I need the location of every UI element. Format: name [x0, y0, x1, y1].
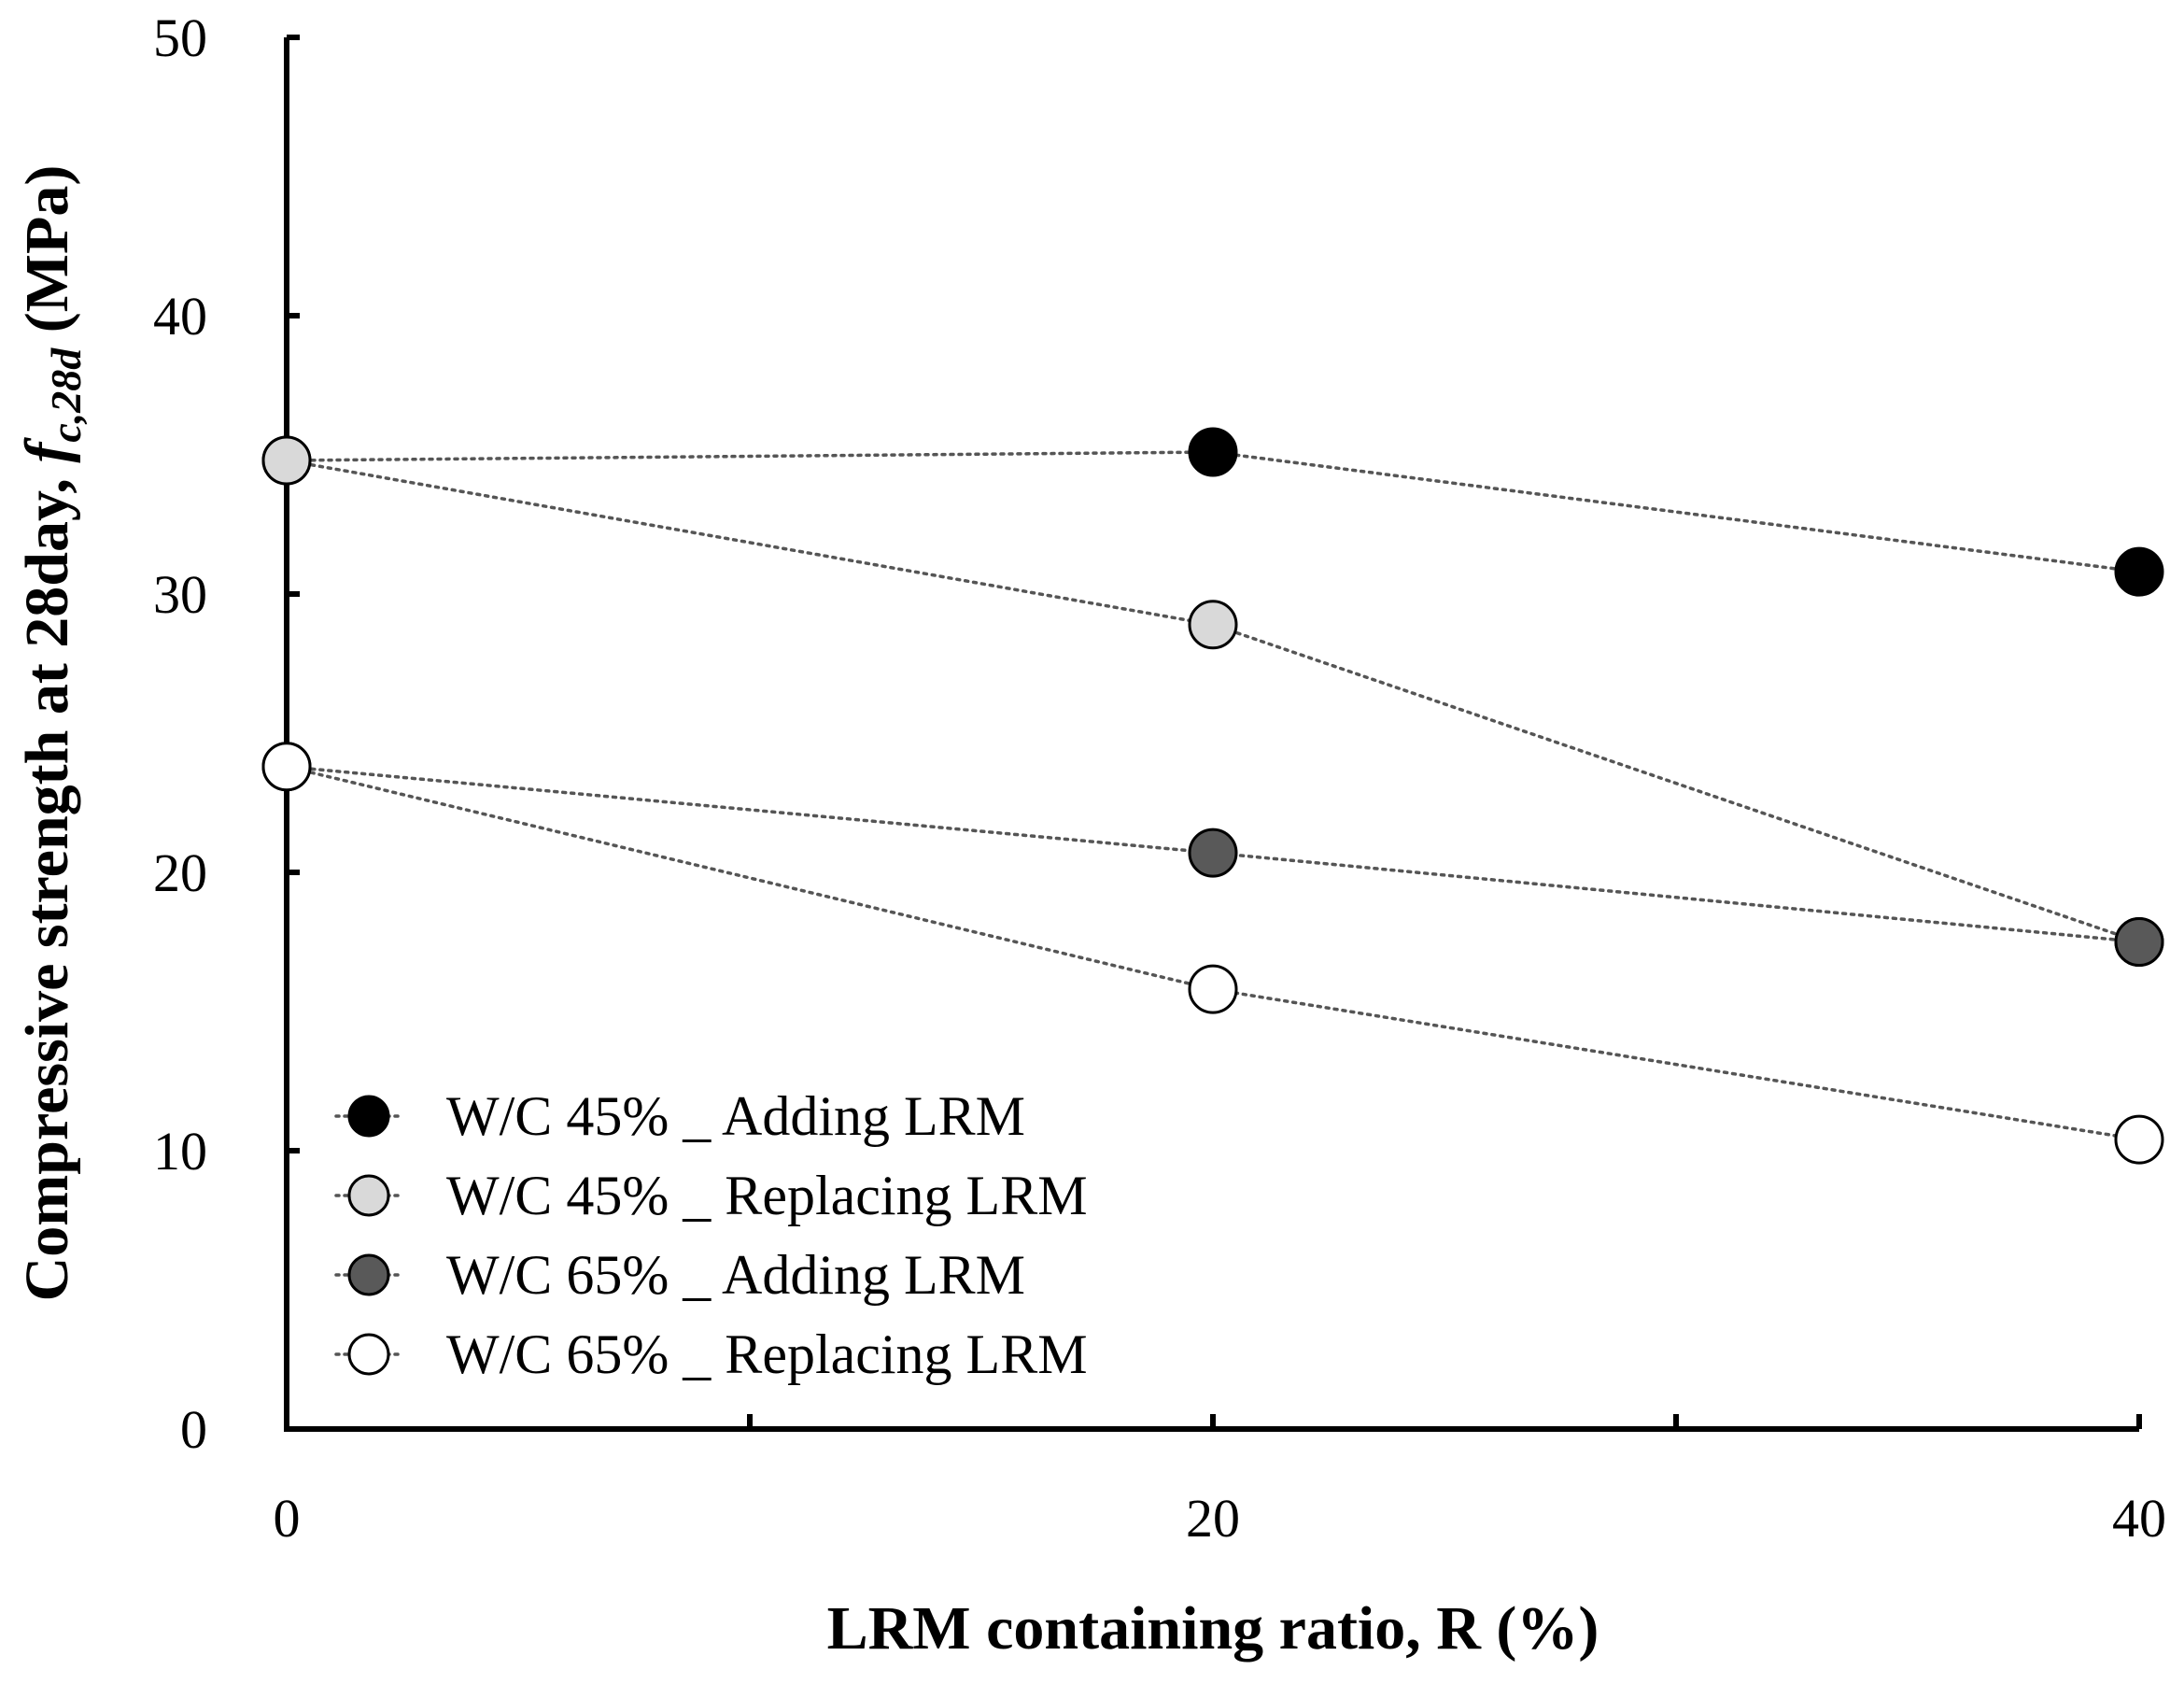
legend: W/C 45% _ Adding LRM W/C 45% _ Replacing …	[334, 1085, 1088, 1385]
y-tick-label: 30	[153, 564, 207, 625]
x-tick-label: 0	[274, 1488, 301, 1549]
y-tick-label: 50	[153, 7, 207, 68]
data-point-series-3	[2114, 917, 2164, 967]
data-markers	[261, 427, 2164, 1165]
data-point-series-3	[1188, 828, 1238, 878]
y-tick-label: 20	[153, 842, 207, 903]
legend-marker	[347, 1333, 390, 1376]
legend-label: W/C 65% _ Adding LRM	[446, 1244, 1025, 1306]
y-tick-label: 0	[180, 1399, 207, 1460]
y-tick-label: 40	[153, 286, 207, 347]
y-axis-title: Compressive strength at 28day, fc,28d (M…	[13, 165, 90, 1302]
series-line-4	[285, 765, 2141, 1141]
data-point-series-4	[1188, 964, 1238, 1014]
legend-marker	[347, 1253, 390, 1296]
legend-marker	[347, 1095, 390, 1138]
data-point-series-1	[2114, 546, 2164, 597]
legend-label: W/C 45% _ Adding LRM	[446, 1085, 1025, 1147]
data-point-series-4	[2114, 1114, 2164, 1165]
data-point-series-1	[1188, 427, 1238, 477]
x-axis-title: LRM containing ratio, R (%)	[827, 1594, 1599, 1663]
legend-marker	[347, 1174, 390, 1217]
data-point-series-2	[1188, 600, 1238, 650]
ticks: 0 10 20 30 40 50 0 20 40	[153, 7, 2166, 1549]
data-point-series-2	[261, 435, 312, 486]
legend-label: W/C 45% _ Replacing LRM	[446, 1165, 1088, 1226]
legend-label: W/C 65% _ Replacing LRM	[446, 1323, 1088, 1385]
series-lines	[285, 450, 2141, 1141]
series-line-3	[285, 765, 2141, 944]
y-tick-label: 10	[153, 1121, 207, 1182]
data-point-series-4	[261, 742, 312, 792]
x-tick-label: 40	[2112, 1488, 2166, 1549]
x-tick-label: 20	[1186, 1488, 1240, 1549]
